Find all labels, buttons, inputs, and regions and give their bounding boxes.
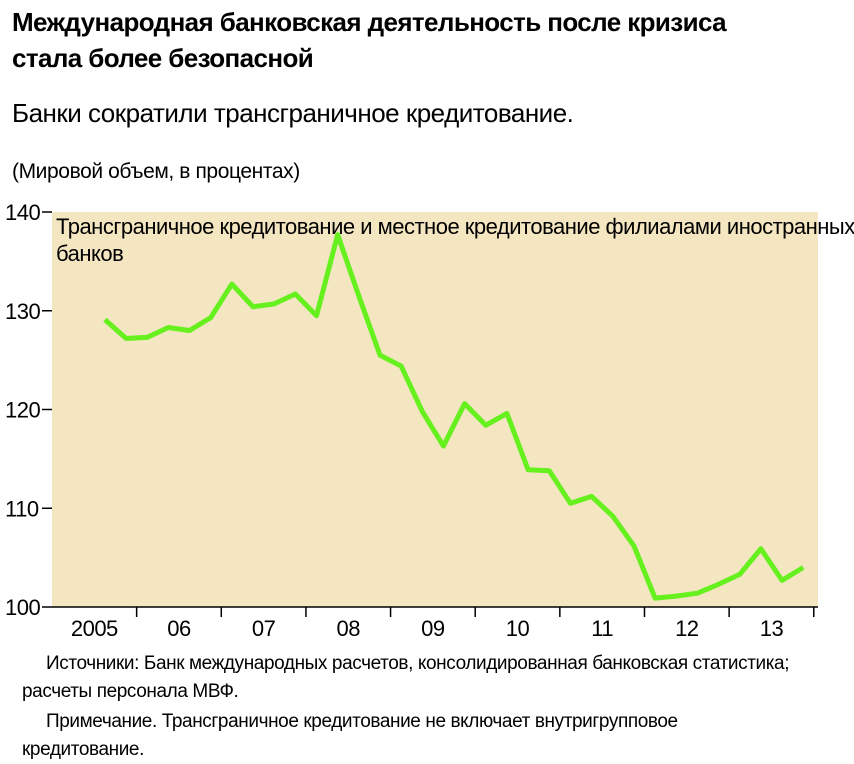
chart-title: Международная банковская деятельность по… <box>12 7 727 73</box>
x-tick-label: 11 <box>591 616 613 641</box>
y-tick-label: 130 <box>5 299 40 324</box>
annotation: Трансграничное кредитование и местное кр… <box>56 214 854 266</box>
y-tick-label: 100 <box>5 595 40 620</box>
x-tick-label: 12 <box>675 616 699 641</box>
x-tick-label: 07 <box>252 616 276 641</box>
line <box>103 232 805 601</box>
x-tick-label: 06 <box>167 616 191 641</box>
x-tick-label: 09 <box>421 616 445 641</box>
y-tick-label: 140 <box>5 200 40 225</box>
x-tick-label: 2005 <box>71 616 118 641</box>
x-tick-label: 10 <box>506 616 530 641</box>
x-tick-label: 13 <box>760 616 784 641</box>
sources: Источники: Банк международных расчетов, … <box>22 653 790 702</box>
plot-background <box>52 212 818 607</box>
x-tick-label: 08 <box>337 616 361 641</box>
annotation-line: Трансграничное кредитование и местное кр… <box>56 214 854 239</box>
note: Примечание. Трансграничное кредитование … <box>22 711 678 760</box>
y-tick-label: 120 <box>5 398 40 423</box>
y-axis-label: (Мировой объем, в процентах) <box>12 160 300 183</box>
y-tick-label: 110 <box>5 496 39 521</box>
chart-subtitle: Банки сократили трансграничное кредитова… <box>12 98 574 128</box>
annotation-line: банков <box>56 241 123 266</box>
